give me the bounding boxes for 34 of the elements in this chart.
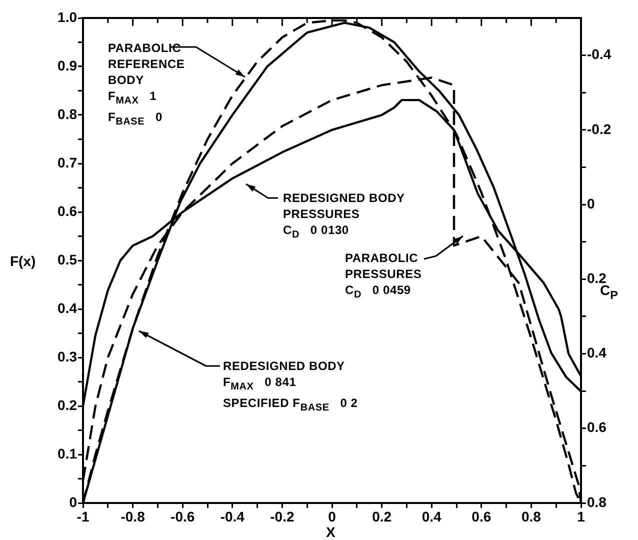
y-tick-label: 0.5 — [58, 251, 78, 268]
x-tick-label: 0 — [328, 508, 336, 524]
x-axis-title: X — [326, 524, 336, 540]
x-tick-label: 0.8 — [521, 508, 542, 524]
text: PARABOLIC REFERENCE BODY F$_{MAX}$ 1 F$_{BASE}$ 0 — [108, 41, 185, 128]
y-tick-label: 0.2 — [58, 396, 78, 413]
annotation: PARABOLIC PRESSURES C$_{D}$ 0 0459 — [345, 250, 422, 302]
y2-tick-label: 0.6 — [587, 419, 607, 436]
x-tick-label: -1 — [76, 508, 90, 524]
y-tick-label: 0.6 — [58, 202, 78, 219]
annotation: REDESIGNED BODY F$_{MAX}$ 0 841 SPECIFIED F$_{BASE}$ 0 2 — [223, 358, 358, 416]
y-tick-label: 0.4 — [58, 300, 78, 316]
y-tick-label: 0.8 — [58, 106, 78, 122]
y-axis-title: F(x) — [10, 253, 36, 269]
x-tick-label: 1 — [577, 508, 586, 524]
y-tick-label: 0.1 — [58, 445, 78, 462]
y-tick-label: 1.0 — [58, 8, 78, 25]
x-tick-label: -0.2 — [270, 508, 294, 524]
y-tick-label: 0 — [69, 494, 78, 510]
y2-tick-label: 0.8 — [587, 494, 607, 510]
y-tick-label: 0.7 — [58, 154, 78, 170]
y2-tick-label: -0.4 — [587, 46, 612, 62]
y2-tick-label: 0 — [587, 195, 595, 212]
annotation: REDESIGNED BODY PRESSURES C$_{D}$ 0 0130 — [283, 190, 405, 242]
x-tick-label: 0.2 — [372, 508, 392, 524]
y-tick-label: 0.9 — [58, 57, 78, 74]
y2-tick-label: 0.4 — [587, 344, 607, 361]
x-tick-label: 0.6 — [472, 508, 492, 524]
y-tick-label: 0.3 — [58, 348, 78, 364]
x-tick-label: -0.6 — [170, 508, 195, 524]
x-tick-label: 0.4 — [422, 508, 442, 524]
x-tick-label: -0.8 — [120, 508, 146, 524]
y2-tick-label: -0.2 — [587, 120, 612, 137]
x-tick-label: -0.4 — [220, 508, 245, 524]
